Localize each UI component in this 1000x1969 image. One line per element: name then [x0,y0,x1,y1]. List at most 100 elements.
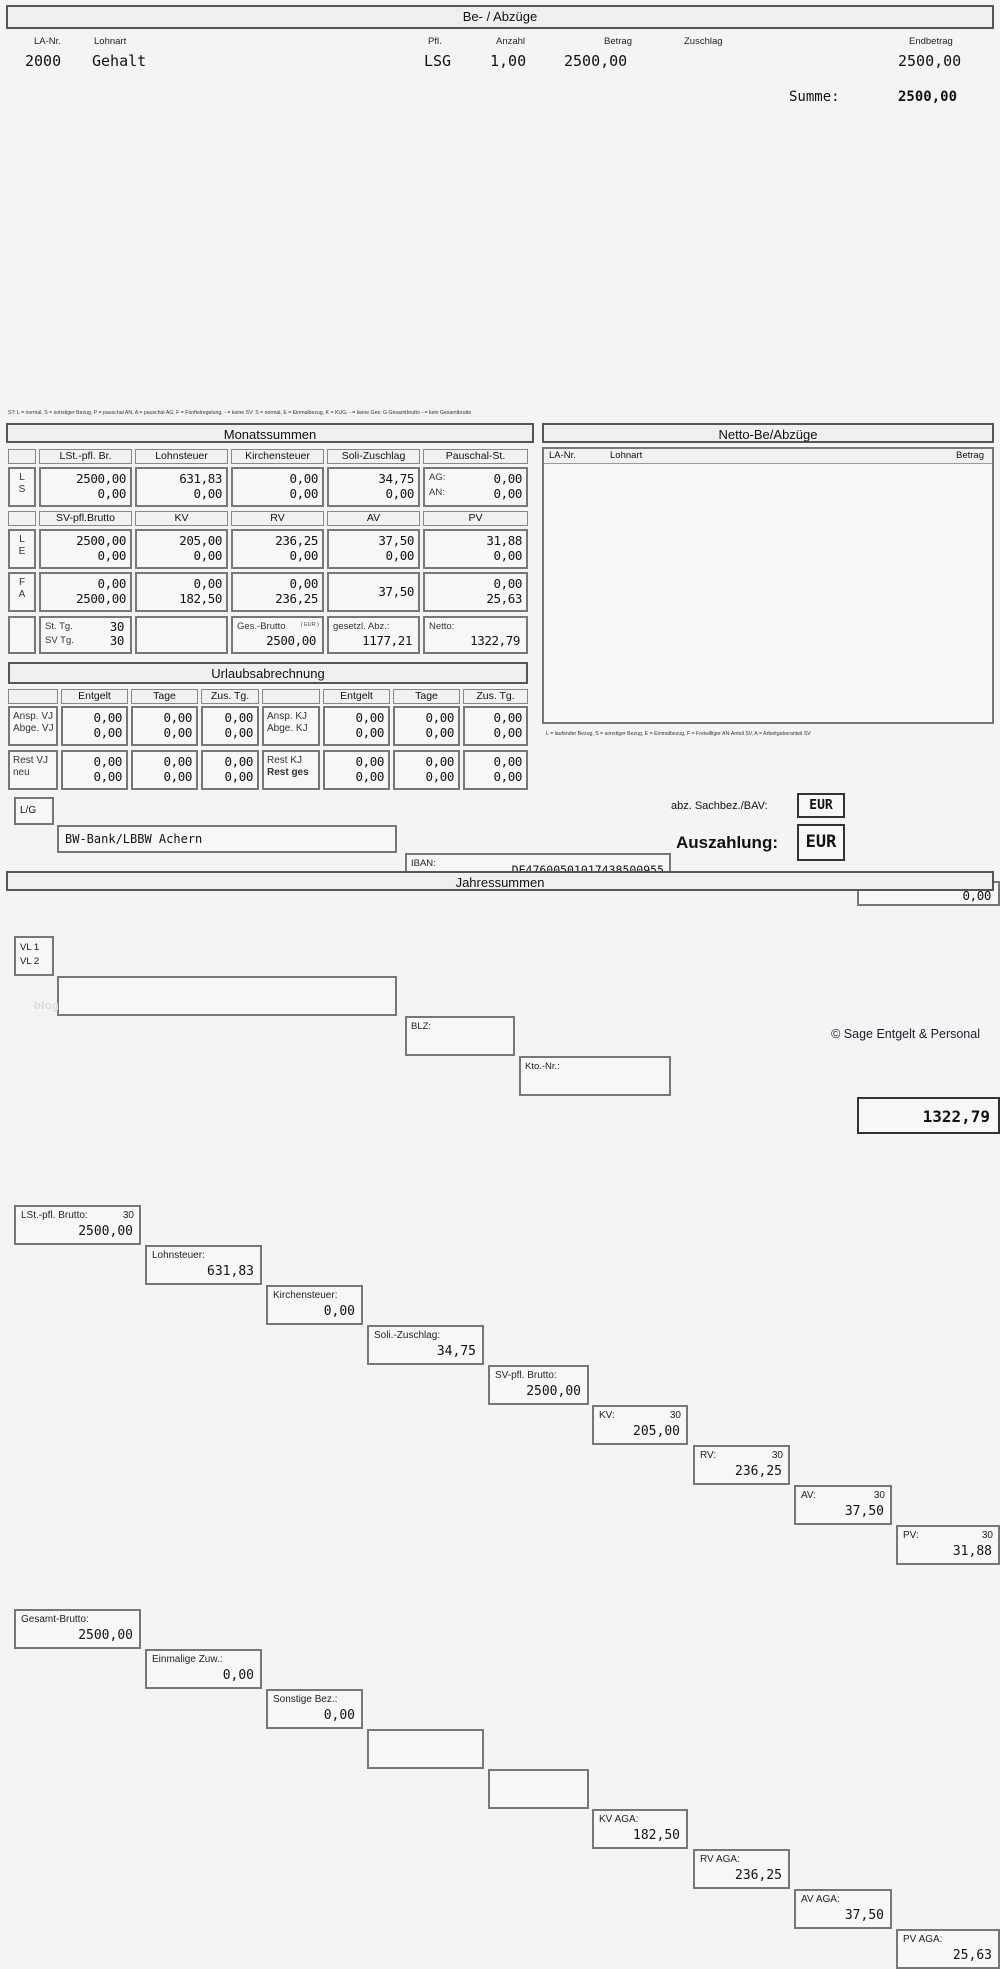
yr2-c7-value: 37,50 [844,1908,884,1923]
yr2-c6: RV AGA: 236,25 [693,1849,790,1889]
st-tg-label: St. Tg. [45,621,73,632]
mon-kv-fa-1: 0,00 [193,576,222,591]
urlaub-b2l-bottom: neu [13,767,30,778]
vl-label-box: VL 1 VL 2 [14,936,54,976]
netto-label: Netto: [429,621,455,632]
urlaub-b1l-zustg-2: 0,00 [224,725,253,740]
vl-value-field[interactable] [57,976,397,1016]
yr1-c1-label: Lohnsteuer: [152,1250,205,1261]
yr1-c3: Soli.-Zuschlag: 34,75 [367,1325,484,1365]
yr1-c0-label: LSt.-pfl. Brutto: [21,1210,88,1221]
urlaub-b2l-entgelt-1: 0,00 [93,754,122,769]
mon-cell-kirchensteuer: 0,00 0,00 [231,467,324,507]
yr1-c3-value: 34,75 [436,1344,476,1359]
urlaub-b2l-tage: 0,00 0,00 [131,750,198,790]
yr1-c7-value: 37,50 [844,1504,884,1519]
kto-field[interactable]: Kto.-Nr.: [519,1056,671,1096]
mon-lst-pfl-2: 0,00 [97,486,126,501]
urlaub-b2l-top: Rest VJ [13,755,49,766]
yr1-c8-label: PV: [903,1530,919,1541]
sum-value: 2500,00 [898,89,958,105]
vl1-label: VL 1 [20,942,40,953]
mon-row-ls-bottom: S [18,484,26,495]
bank-name-value: BW-Bank/LBBW Achern [65,832,203,846]
mon-kirchensteuer-2: 0,00 [289,486,318,501]
urlaub-b2l-tage-2: 0,00 [163,769,192,784]
urlaub-b1r-tage: 0,00 0,00 [393,706,460,746]
col-header-zuschlag: Zuschlag [684,36,723,47]
mon-pv-le-1: 31,88 [486,533,522,548]
mon-cell-soli: 34,75 0,00 [327,467,420,507]
mon-av-fa-2: 37,50 [378,584,414,599]
mon-pauschal-ag-label: AG: [429,472,446,483]
mon-kv-le-1: 205,00 [179,533,222,548]
yr1-c2-label: Kirchensteuer: [273,1290,338,1301]
urlaub-b1r-zustg: 0,00 0,00 [463,706,528,746]
mon-cell-ges-brutto: Ges.-Brutto ( EUR ) 2500,00 [231,616,324,654]
yr2-c2: Sonstige Bez.: 0,00 [266,1689,363,1729]
netto-list-box: LA-Nr. Lohnart Betrag [542,447,994,724]
mon-pv-le-2: 0,00 [493,548,522,563]
urlaub-b2l-entgelt-2: 0,00 [93,769,122,784]
yr2-c7: AV AGA: 37,50 [794,1889,892,1929]
mon-row-label-le: L E [8,529,36,569]
mon-row-fa-top: F [18,577,26,588]
col-header-pfl: Pfl. [428,36,442,47]
sachbez-value: 0,00 [962,888,991,903]
mon-lst-pfl-1: 2500,00 [76,471,126,486]
mon-sv-pfl-fa-2: 2500,00 [76,591,126,606]
yr2-c4 [488,1769,589,1809]
mon-soli-2: 0,00 [385,486,414,501]
urlaub-h-blank-r [262,689,320,704]
mon-cell-gesetzl-abz: gesetzl. Abz.: 1177,21 [327,616,420,654]
urlaub-b1l-tage-1: 0,00 [163,710,192,725]
copyright-notice: © Sage Entgelt & Personal [831,1027,980,1041]
mon-cell-rv-le: 236,25 0,00 [231,529,324,569]
urlaub-b2r-label: Rest KJ Rest ges [262,750,320,790]
mon-pauschal-an-label: AN: [429,487,445,498]
urlaub-b2r-tage-2: 0,00 [425,769,454,784]
mon-rv-le-1: 236,25 [275,533,318,548]
urlaub-b1l-entgelt-2: 0,00 [93,725,122,740]
mon-h2-pv: PV [423,511,528,526]
urlaub-b1r-tage-2: 0,00 [425,725,454,740]
bank-name-field[interactable]: BW-Bank/LBBW Achern [57,825,397,853]
jahressummen-title-bar: Jahressummen [6,871,994,891]
col-header-betrag: Betrag [604,36,632,47]
yr1-c7-days: 30 [873,1490,885,1501]
mon-h1-blank [8,449,36,464]
vl2-label: VL 2 [20,956,40,967]
mon-row-ls-top: L [19,472,25,483]
netto-col-la-nr: LA-Nr. [549,450,576,461]
auszahlung-label: Auszahlung: [676,833,778,852]
mon-footer-blank [8,616,36,654]
urlaub-b2r-entgelt-1: 0,00 [355,754,384,769]
mon-cell-kv-fa: 0,00 182,50 [135,572,228,612]
blz-field[interactable]: BLZ: [405,1016,515,1056]
yr1-c6-value: 236,25 [735,1464,782,1479]
row-lohnart: Gehalt [92,52,147,70]
netto-title-bar: Netto-Be/Abzüge [542,423,994,443]
lg-label: L/G [20,805,37,816]
urlaub-b1r-tage-1: 0,00 [425,710,454,725]
mon-cell-kv-le: 205,00 0,00 [135,529,228,569]
yr1-c2-value: 0,00 [323,1304,355,1319]
mon-row-label-fa: F A [8,572,36,612]
urlaub-b2l-zustg: 0,00 0,00 [201,750,259,790]
mon-cell-tage: St. Tg. SV Tg. 30 30 [39,616,132,654]
urlaub-b2r-entgelt-2: 0,00 [355,769,384,784]
urlaub-h-entgelt-l: Entgelt [61,689,128,704]
yr2-c0-value: 2500,00 [78,1628,133,1643]
row-betrag: 2500,00 [564,52,628,70]
mon-h1-pauschal: Pauschal-St. [423,449,528,464]
urlaub-b1l-label: Ansp. VJ Abge. VJ [8,706,58,746]
yr2-c0: Gesamt-Brutto: 2500,00 [14,1609,141,1649]
col-header-endbetrag: Endbetrag [909,36,953,47]
urlaub-b1l-bottom: Abge. VJ [13,723,54,734]
mon-cell-lohnsteuer: 631,83 0,00 [135,467,228,507]
yr1-c0: LSt.-pfl. Brutto: 30 2500,00 [14,1205,141,1245]
yr1-c0-days: 30 [122,1210,134,1221]
urlaub-b1l-entgelt: 0,00 0,00 [61,706,128,746]
ges-brutto-value: 2500,00 [266,633,316,648]
monatssummen-title-bar: Monatssummen [6,423,534,443]
